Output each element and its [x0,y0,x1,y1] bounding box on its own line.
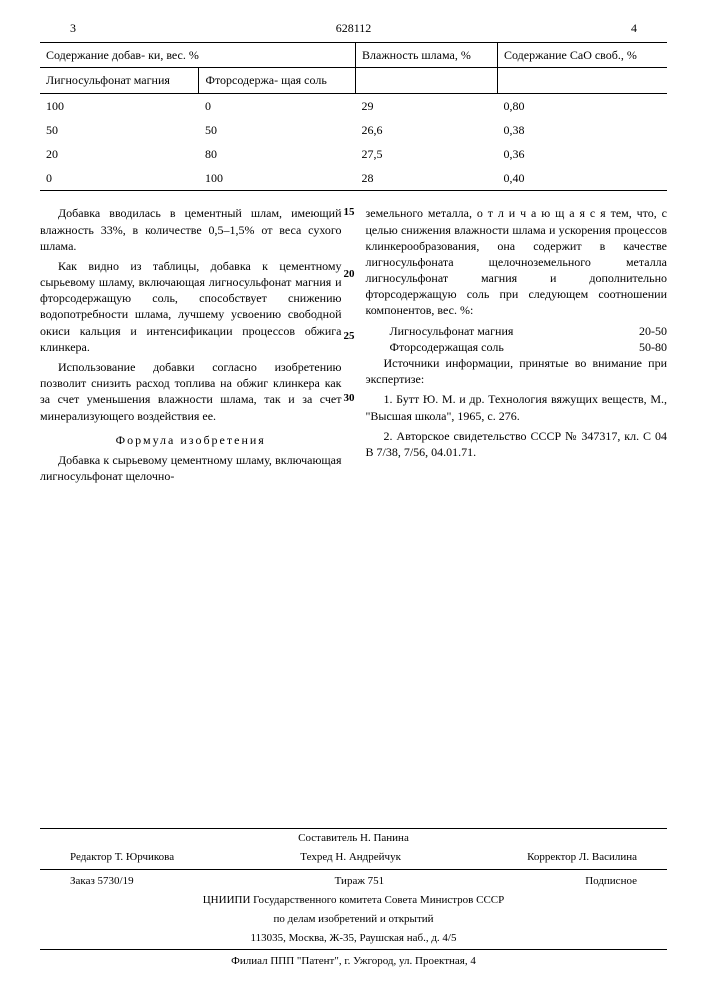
table-row: 0 100 28 0,40 [40,166,667,191]
paragraph: земельного металла, о т л и ч а ю щ а я … [366,205,668,318]
patent-number: 628112 [76,20,631,36]
footer-corrector: Корректор Л. Василина [527,850,637,865]
formula-title: Формула изобретения [40,432,342,448]
table-subheader-a: Лигносульфонат магния [40,68,199,93]
component-row: Фторсодержащая соль 50-80 [366,339,668,355]
line-marker: 30 [344,391,355,406]
table-header-additive: Содержание добав- ки, вес. % [40,43,356,68]
footer-compiler: Составитель Н. Панина [40,829,667,848]
footer-circulation: Тираж 751 [335,874,385,889]
table-header-moisture: Влажность шлама, % [356,43,498,68]
line-marker: 15 [344,205,355,220]
footer-editor: Редактор Т. Юрчикова [70,850,174,865]
table-row: 20 80 27,5 0,36 [40,142,667,166]
paragraph: Добавка к сырьевому цементному шламу, вк… [40,452,342,484]
right-column: земельного металла, о т л и ч а ю щ а я … [366,205,668,488]
footer-address2: Филиал ППП "Патент", г. Ужгород, ул. Про… [40,952,667,971]
line-marker: 20 [344,267,355,282]
source-item: 2. Авторское свидетельство СССР № 347317… [366,428,668,460]
footer-dept: по делам изобретений и открытий [40,910,667,929]
paragraph: Как видно из таблицы, добавка к цементно… [40,258,342,355]
table-row: 100 0 29 0,80 [40,93,667,118]
footer-techred: Техред Н. Андрейчук [300,850,401,865]
line-marker: 25 [344,329,355,344]
paragraph: Добавка вводилась в цементный шлам, имею… [40,205,342,254]
table-row: 50 50 26,6 0,38 [40,118,667,142]
sources-intro: Источники информации, принятые во вниман… [366,355,668,387]
data-table: Содержание добав- ки, вес. % Влажность ш… [40,42,667,191]
footer-block: Составитель Н. Панина Редактор Т. Юрчико… [40,828,667,971]
paragraph: Использование добавки согласно изобретен… [40,359,342,424]
table-header-cao: Содержание CaO своб., % [497,43,667,68]
table-subheader-b: Фторсодержа- щая соль [199,68,356,93]
footer-subscription: Подписное [585,874,637,889]
component-row: Лигносульфонат магния 20-50 [366,323,668,339]
footer-address1: 113035, Москва, Ж-35, Раушская наб., д. … [40,929,667,948]
page-right-number: 4 [631,20,637,36]
footer-order: Заказ 5730/19 [70,874,134,889]
source-item: 1. Бутт Ю. М. и др. Технология вяжущих в… [366,391,668,423]
footer-institute: ЦНИИПИ Государственного комитета Совета … [40,891,667,910]
page-header: 3 628112 4 [40,20,667,36]
left-column: Добавка вводилась в цементный шлам, имею… [40,205,342,488]
